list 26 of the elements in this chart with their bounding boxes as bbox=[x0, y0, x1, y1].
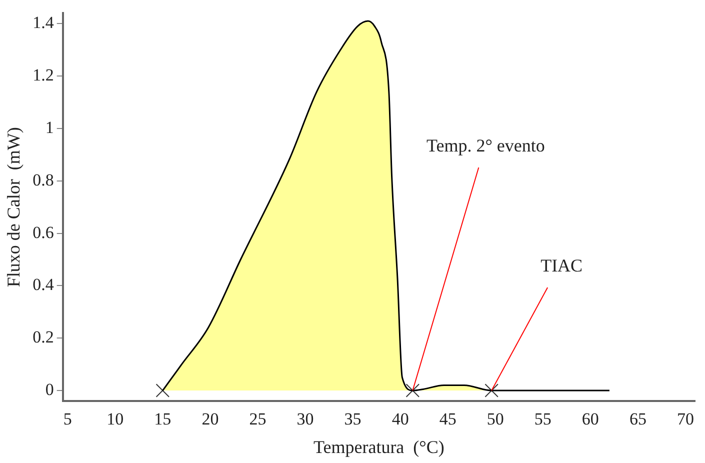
x-tick-label: 25 bbox=[249, 410, 266, 429]
y-tick-label: 0 bbox=[45, 380, 54, 399]
annotation: Temp. 2° evento bbox=[426, 135, 545, 156]
x-tick-label: 5 bbox=[63, 410, 72, 429]
x-tick-label: 40 bbox=[392, 410, 409, 429]
y-tick-label: 0.8 bbox=[32, 170, 54, 190]
y-tick-label: 1 bbox=[45, 118, 54, 137]
y-tick-label: 1.2 bbox=[32, 66, 54, 85]
x-tick-label: 65 bbox=[629, 410, 646, 429]
x-axis-title: Temperatura (°C) bbox=[313, 436, 444, 457]
x-tick-label: 15 bbox=[154, 410, 172, 429]
annotation: TIAC bbox=[540, 255, 583, 276]
x-tick-label: 45 bbox=[439, 410, 456, 429]
x-tick-label: 30 bbox=[296, 410, 314, 429]
y-tick-label: 0.6 bbox=[32, 222, 54, 242]
y-tick-label: 0.2 bbox=[32, 328, 54, 347]
x-tick-label: 35 bbox=[344, 410, 362, 429]
y-axis-title: Fluxo de Calor (mW) bbox=[4, 127, 24, 288]
x-tick-label: 50 bbox=[486, 410, 504, 429]
y-tick-label: 1.4 bbox=[32, 13, 54, 32]
x-tick-label: 70 bbox=[676, 410, 694, 429]
x-tick-label: 20 bbox=[202, 410, 219, 429]
y-tick-label: 0.4 bbox=[32, 275, 54, 294]
x-tick-label: 10 bbox=[106, 410, 124, 429]
x-tick-label: 60 bbox=[582, 410, 599, 429]
x-tick-label: 55 bbox=[534, 410, 552, 429]
